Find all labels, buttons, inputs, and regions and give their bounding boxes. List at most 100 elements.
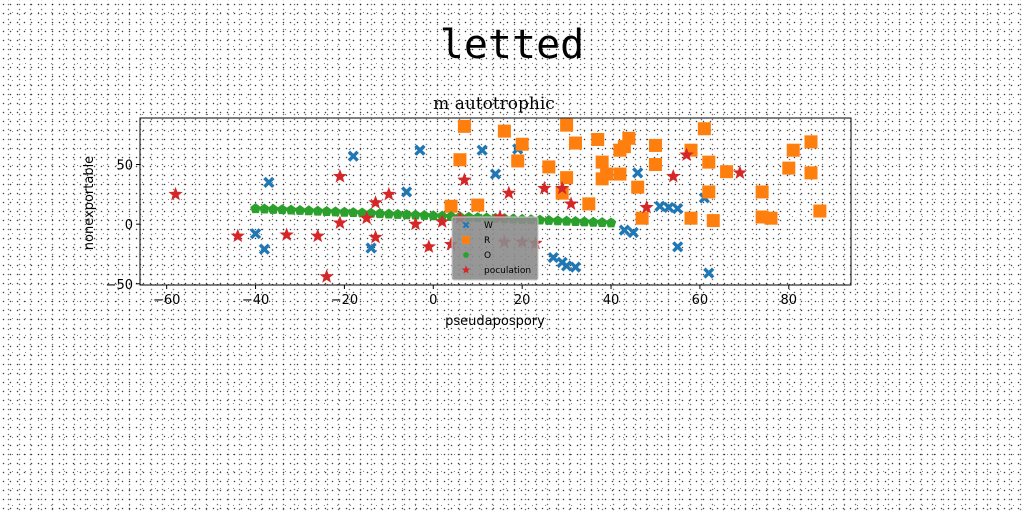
data-point [702, 155, 716, 169]
data-point [303, 205, 315, 216]
data-point [419, 209, 430, 220]
data-point [627, 226, 639, 239]
data-point [672, 241, 684, 253]
data-point [605, 217, 617, 228]
data-point [703, 267, 715, 279]
data-point [582, 197, 596, 211]
legend-label: R [484, 236, 490, 246]
data-point [547, 251, 559, 264]
data-point [560, 118, 574, 132]
data-point [648, 158, 662, 172]
data-point [359, 210, 374, 225]
data-point [563, 196, 579, 210]
legend-label: O [484, 251, 491, 261]
data-point [639, 199, 654, 214]
data-point [613, 167, 627, 181]
legend-marker [462, 221, 470, 229]
data-point [697, 122, 711, 136]
data-point [453, 153, 467, 167]
data-point [365, 242, 377, 254]
data-point [617, 140, 631, 154]
data-point [392, 208, 403, 219]
series-O [250, 203, 617, 228]
data-point [401, 209, 412, 220]
x-tick-label: 80 [781, 293, 798, 308]
data-point [249, 228, 262, 240]
data-point [782, 161, 796, 175]
x-tick-label: −60 [153, 293, 180, 308]
data-point [542, 160, 556, 174]
data-point [250, 203, 261, 214]
data-point [435, 214, 450, 228]
data-point [428, 210, 439, 221]
data-point [312, 205, 323, 216]
legend-entry: W [462, 221, 493, 231]
data-point [595, 155, 609, 169]
data-point [654, 200, 666, 212]
legend-marker [461, 265, 471, 274]
data-point [294, 204, 306, 215]
data-point [285, 204, 297, 215]
data-point [497, 124, 511, 138]
data-point [732, 165, 748, 179]
data-point [268, 203, 279, 214]
legend-entry: O [462, 251, 491, 261]
data-point [476, 144, 488, 156]
figure-title: letted [439, 22, 585, 68]
data-point [511, 154, 525, 168]
data-point [569, 261, 582, 273]
data-point [764, 211, 778, 225]
x-tick-label: −40 [242, 293, 269, 308]
data-point [368, 195, 383, 209]
data-point [365, 207, 377, 218]
data-point [339, 206, 350, 217]
data-point [702, 185, 716, 199]
legend-entry: R [462, 236, 490, 246]
data-point [568, 136, 582, 150]
data-point [672, 203, 684, 215]
data-point [570, 216, 581, 226]
data-point [786, 143, 800, 157]
data-point [755, 185, 769, 199]
data-point [561, 260, 573, 272]
legend-label: poculation [484, 266, 531, 276]
data-point [537, 180, 552, 195]
data-point [276, 204, 288, 215]
legend-entry: poculation [461, 265, 531, 276]
x-tick-label: 40 [603, 293, 620, 308]
data-point [457, 172, 472, 187]
data-point [444, 199, 458, 213]
data-point [591, 132, 605, 146]
y-tick-label: −50 [106, 278, 133, 293]
data-point [489, 168, 502, 180]
y-tick-label: 0 [125, 218, 133, 233]
series-R [444, 118, 827, 228]
data-point [319, 269, 334, 283]
data-point [332, 168, 348, 183]
legend-box [451, 216, 539, 281]
data-point [414, 144, 426, 156]
data-point [368, 229, 383, 244]
data-point [679, 147, 694, 162]
data-point [401, 186, 413, 198]
x-tick-label: 0 [429, 293, 437, 308]
legend-marker [462, 251, 470, 258]
data-point [579, 216, 590, 227]
data-point [561, 215, 572, 226]
data-point [383, 208, 395, 219]
legend-label: W [484, 221, 493, 231]
data-point [555, 186, 569, 200]
data-point [374, 208, 386, 219]
data-point [421, 239, 436, 253]
data-point [631, 180, 645, 194]
data-point [356, 207, 368, 218]
data-point [259, 203, 270, 214]
data-point [552, 215, 563, 226]
x-axis-ticks: −60 −40 −20 0 20 40 60 80 [153, 285, 797, 308]
data-point [720, 165, 734, 179]
y-axis-label: nonexportable [82, 156, 97, 250]
data-point [663, 201, 675, 214]
